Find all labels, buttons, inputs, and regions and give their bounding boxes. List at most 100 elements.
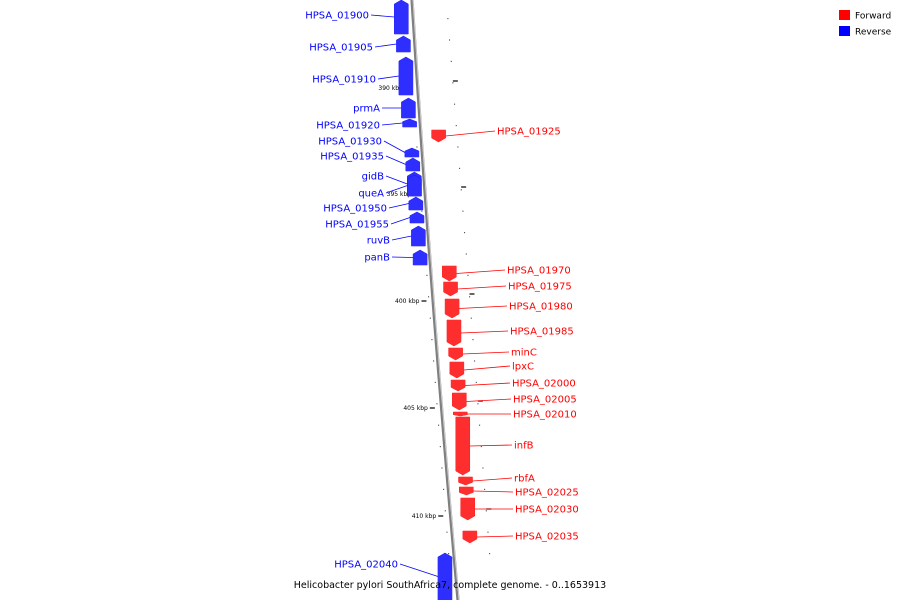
gene-arrow-HPSA_02030[interactable]	[460, 497, 475, 521]
gene-label[interactable]: ruvB	[367, 236, 390, 247]
gene-arrow-shade	[460, 498, 475, 520]
gene-label[interactable]: gidB	[362, 172, 384, 183]
gene-arrow-shade	[452, 393, 467, 410]
gene-label[interactable]: infB	[514, 441, 534, 452]
gene-arrow-HPSA_01920[interactable]	[402, 118, 417, 128]
gene-label[interactable]: HPSA_01910	[312, 75, 376, 86]
legend: Forward Reverse	[839, 10, 892, 38]
gene-arrow-shade	[411, 226, 426, 246]
gene-label[interactable]: HPSA_02000	[512, 379, 576, 390]
gene-arrow-HPSA_02005[interactable]	[452, 392, 467, 411]
scale-tick-minor	[416, 146, 418, 148]
gene-leader-line	[462, 351, 510, 355]
gene-arrow-shade	[453, 412, 468, 416]
gene-arrow-HPSA_01970[interactable]	[442, 265, 457, 282]
scale-tick-minor	[429, 317, 431, 319]
scale-tick-minor	[464, 232, 466, 234]
gene-leader-line	[388, 203, 409, 209]
gene-arrow-prmA[interactable]	[401, 97, 416, 119]
scale-tick-minor	[434, 381, 436, 383]
gene-label[interactable]: lpxC	[512, 362, 534, 373]
gene-label[interactable]: HPSA_02010	[513, 410, 577, 421]
gene-arrow-HPSA_01900[interactable]	[394, 0, 409, 35]
gene-label[interactable]: HPSA_01985	[510, 327, 574, 338]
gene-arrow-HPSA_02025[interactable]	[459, 486, 474, 496]
gene-arrow-shade	[451, 380, 466, 391]
gene-label[interactable]: HPSA_02030	[515, 505, 579, 516]
gene-arrow-HPSA_01985[interactable]	[446, 319, 462, 347]
gene-arrow-HPSA_02035[interactable]	[462, 530, 478, 544]
scale-tick-minor	[484, 488, 486, 490]
gene-label[interactable]: prmA	[353, 104, 380, 115]
gene-label[interactable]: HPSA_02040	[334, 560, 398, 571]
gene-arrow-shade	[442, 266, 457, 281]
gene-arrow-HPSA_01955[interactable]	[409, 211, 425, 224]
gene-arrow-shade	[459, 487, 474, 495]
scale-tick-minor	[436, 403, 438, 405]
gene-arrow-shade	[455, 417, 470, 475]
gene-label[interactable]: rbfA	[514, 474, 535, 485]
scale-tick-minor	[457, 146, 459, 148]
gene-arrow-queA[interactable]	[407, 174, 422, 197]
gene-arrow-shade	[431, 130, 446, 142]
gene-arrow-HPSA_01980[interactable]	[444, 298, 460, 319]
gene-arrow-rbfA[interactable]	[458, 476, 473, 486]
gene-arrow-HPSA_01930[interactable]	[404, 147, 420, 158]
gene-label[interactable]: panB	[364, 253, 390, 264]
gene-leader-line	[381, 122, 403, 126]
gene-label[interactable]: HPSA_02035	[515, 532, 579, 543]
gene-label[interactable]: minC	[511, 348, 537, 359]
gene-label[interactable]: queA	[358, 189, 384, 200]
gene-arrow-lpxC[interactable]	[449, 361, 465, 379]
gene-arrow-shade	[446, 320, 461, 346]
gene-label[interactable]: HPSA_02025	[515, 488, 579, 499]
gene-arrow-shade	[448, 348, 463, 360]
gene-arrow-shade	[401, 98, 416, 118]
gene-label[interactable]: HPSA_01900	[305, 11, 369, 22]
scale-tick-minor	[469, 296, 471, 298]
scale-tick-minor	[475, 381, 477, 383]
scale-tick-minor	[472, 339, 474, 341]
gene-label[interactable]: HPSA_02005	[513, 395, 577, 406]
gene-arrow-ruvB[interactable]	[411, 225, 426, 247]
gene-label[interactable]: HPSA_01975	[508, 282, 572, 293]
gene-label[interactable]: HPSA_01925	[497, 127, 561, 138]
gene-leader-line	[465, 382, 511, 386]
gene-arrow-HPSA_01925[interactable]	[431, 129, 446, 143]
scale-tick-minor	[462, 210, 464, 212]
gene-arrow-panB[interactable]	[412, 249, 428, 266]
gene-leader-line	[370, 14, 395, 18]
gene-leader-line	[391, 235, 412, 241]
gene-label[interactable]: HPSA_01980	[509, 302, 573, 313]
gene-leader-line	[390, 217, 411, 225]
gene-arrow-shade	[398, 57, 413, 95]
gene-arrow-shade	[408, 197, 423, 210]
gene-arrow-HPSA_02000[interactable]	[450, 379, 466, 392]
gene-arrow-HPSA_01905[interactable]	[396, 35, 411, 53]
scale-tick-minor	[485, 510, 487, 512]
gene-label[interactable]: HPSA_01950	[323, 204, 387, 215]
scale-tick-label: 390 kbp	[378, 85, 403, 92]
gene-arrow-HPSA_02040[interactable]	[437, 552, 453, 600]
gene-label[interactable]: HPSA_01920	[316, 121, 380, 132]
scale-tick-minor	[448, 553, 450, 555]
gene-arrow-shade	[407, 175, 422, 196]
gene-label[interactable]: HPSA_01955	[325, 220, 389, 231]
gene-label[interactable]: HPSA_01905	[309, 43, 373, 54]
gene-arrow-HPSA_01910[interactable]	[398, 56, 414, 96]
gene-arrow-infB[interactable]	[455, 416, 471, 476]
gene-arrow-HPSA_02010[interactable]	[453, 411, 468, 417]
gene-leader-line	[385, 155, 406, 165]
gene-label[interactable]: HPSA_01930	[318, 137, 382, 148]
gene-arrow-HPSA_01935[interactable]	[405, 157, 421, 172]
gene-arrow-minC[interactable]	[448, 347, 463, 361]
scale-tick-minor	[454, 103, 456, 105]
gene-label[interactable]: HPSA_01970	[507, 266, 571, 277]
gene-leader-line	[459, 305, 508, 309]
gene-label[interactable]: HPSA_01935	[320, 152, 384, 163]
backbone-layer	[410, 0, 460, 600]
gene-arrow-HPSA_01950[interactable]	[408, 196, 424, 211]
gene-arrow-HPSA_01975[interactable]	[443, 281, 458, 297]
scale-tick-minor	[444, 510, 446, 512]
scale-tick-minor	[477, 403, 479, 405]
